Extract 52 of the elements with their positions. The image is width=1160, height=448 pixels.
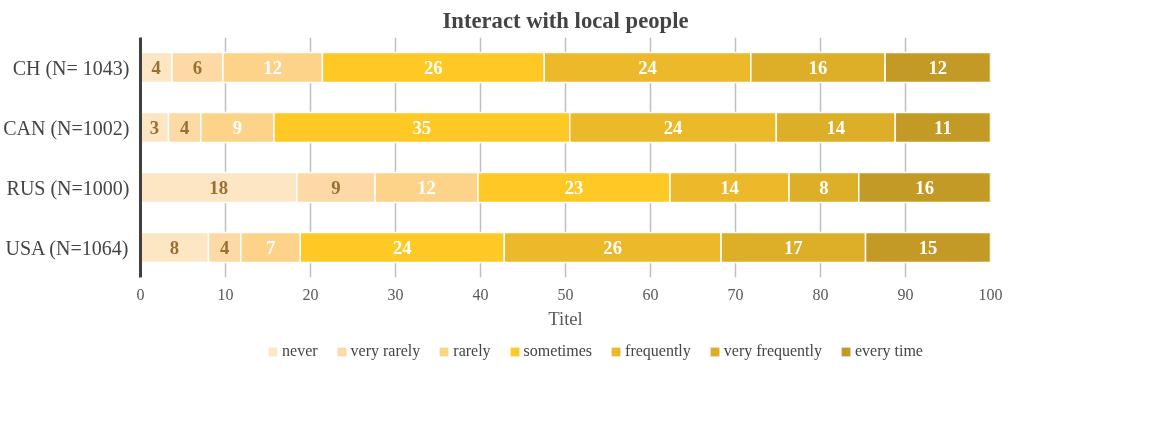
- data-label: 16: [915, 177, 934, 198]
- data-label: 24: [392, 237, 412, 258]
- legend-label: sometimes: [523, 342, 593, 360]
- x-tick-label: 90: [897, 285, 914, 303]
- data-label: 8: [819, 177, 829, 198]
- x-tick-label: 100: [978, 285, 1003, 303]
- data-label: 15: [918, 237, 938, 258]
- data-label: 9: [331, 177, 341, 198]
- y-tick-label: CH (N= 1043): [12, 56, 130, 80]
- data-label: 26: [603, 237, 622, 258]
- data-label: 11: [934, 117, 952, 138]
- x-tick-label: 70: [727, 285, 744, 303]
- x-tick-label: 50: [557, 285, 574, 303]
- data-label: 14: [720, 177, 739, 198]
- legend-label: very frequently: [723, 342, 822, 360]
- data-label: 18: [209, 177, 229, 198]
- data-label: 7: [265, 237, 276, 258]
- data-label: 12: [928, 57, 948, 78]
- data-label: 6: [192, 57, 203, 78]
- data-label: 4: [219, 237, 230, 258]
- data-label: 8: [169, 237, 180, 258]
- x-tick-label: 0: [136, 285, 145, 303]
- data-label: 12: [263, 57, 282, 78]
- x-axis-title: Titel: [548, 307, 583, 329]
- data-label: 24: [638, 57, 657, 78]
- legend-label: never: [282, 342, 318, 360]
- data-label: 35: [412, 117, 432, 138]
- data-label: 4: [180, 117, 190, 138]
- data-label: 3: [149, 117, 160, 138]
- legend-label: very rarely: [350, 342, 421, 360]
- x-tick-label: 20: [302, 285, 319, 303]
- x-tick-label: 40: [472, 285, 489, 303]
- data-label: 14: [826, 117, 846, 138]
- legend-label: rarely: [453, 342, 491, 360]
- y-tick-label: RUS (N=1000): [6, 176, 130, 200]
- data-label: 23: [564, 177, 584, 198]
- y-tick-label: CAN (N=1002): [3, 116, 130, 140]
- data-label: 4: [151, 57, 161, 78]
- legend-label: every time: [854, 342, 923, 360]
- x-tick-label: 60: [642, 285, 659, 303]
- legend-label: frequently: [625, 342, 691, 360]
- x-tick-label: 80: [812, 285, 829, 303]
- chart-title: Interact with local people: [442, 7, 689, 33]
- data-label: 16: [808, 57, 828, 78]
- y-tick-label: USA (N=1064): [5, 236, 129, 260]
- data-label: 17: [783, 237, 803, 258]
- data-label: 9: [232, 117, 243, 138]
- data-label: 24: [663, 117, 683, 138]
- data-label: 26: [424, 57, 443, 78]
- data-label: 12: [417, 177, 436, 198]
- x-tick-label: 10: [217, 285, 234, 303]
- x-tick-label: 30: [387, 285, 404, 303]
